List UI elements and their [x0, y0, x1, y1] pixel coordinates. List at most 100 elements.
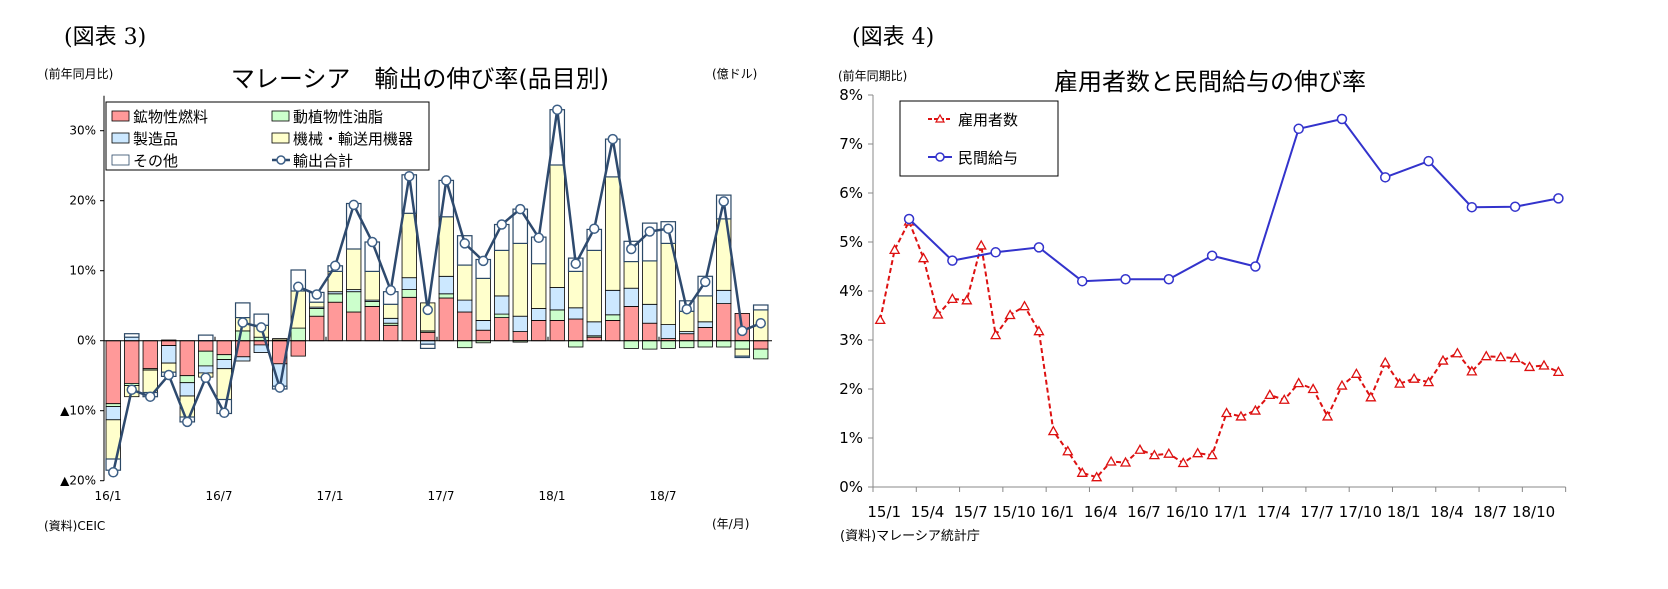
bar-segment-製造品-17/8 — [457, 299, 473, 313]
bar-segment-製造品-17/12 — [531, 308, 547, 321]
bar-segment-動植物性油脂-18/7 — [660, 340, 676, 349]
bar-segment-機械・輸送用機器-18/5 — [623, 261, 639, 289]
right-y-tick-label: 6% — [839, 184, 863, 202]
point-民間給与-17/6 — [1293, 123, 1304, 135]
right-y-tick-label: 1% — [839, 429, 863, 447]
total-point-16/5 — [182, 416, 193, 428]
total-point-17/11 — [515, 203, 526, 215]
bar-segment-機械・輸送用機器-18/2 — [568, 270, 584, 309]
point-雇用者数-16/2 — [1062, 445, 1074, 456]
left-x-tick-label: 18/7 — [650, 489, 677, 503]
point-雇用者数-15/5 — [932, 308, 944, 319]
point-雇用者数-16/10 — [1177, 457, 1189, 468]
right-ylabel: (前年同期比) — [838, 68, 907, 83]
point-雇用者数-16/3 — [1076, 466, 1088, 477]
total-point-16/4 — [163, 369, 174, 381]
point-雇用者数-18/6 — [1466, 365, 1478, 376]
total-point-17/1 — [330, 260, 341, 272]
left-unit-note: (億ドル) — [712, 67, 757, 81]
total-point-18/3 — [589, 223, 600, 234]
total-point-18/2 — [570, 258, 581, 269]
point-民間給与-16/6 — [1120, 273, 1131, 285]
bar-segment-鉱物性燃料-16/1 — [105, 340, 121, 405]
point-雇用者数-18/10 — [1523, 361, 1536, 372]
bar-segment-機械・輸送用機器-16/10 — [272, 338, 288, 341]
right-x-tick-label: 16/1 — [1041, 503, 1075, 521]
legend-label: 機械・輸送用機器 — [293, 130, 413, 148]
point-民間給与-15/3 — [903, 213, 915, 225]
point-雇用者数-15/7 — [961, 294, 973, 305]
point-雇用者数-16/5 — [1105, 455, 1117, 466]
bar-segment-機械・輸送用機器-18/3 — [586, 249, 602, 323]
bar-segment-製造品-18/9 — [697, 321, 713, 328]
bar-segment-機械・輸送用機器-17/10 — [494, 249, 510, 297]
right-y-tick-label: 3% — [839, 331, 863, 349]
bar-segment-動植物性油脂-17/7 — [438, 293, 454, 299]
point-雇用者数-16/8 — [1148, 449, 1160, 460]
bar-segment-機械・輸送用機器-18/4 — [605, 176, 621, 291]
point-雇用者数-17/10 — [1350, 367, 1363, 378]
bar-segment-その他-16/2 — [123, 333, 140, 338]
bar-segment-製造品-18/5 — [623, 287, 639, 307]
legend-swatch-機械・輸送用機器 — [271, 132, 290, 144]
bar-segment-鉱物性燃料-18/4 — [605, 319, 621, 342]
point-雇用者数-18/3 — [1422, 376, 1435, 387]
bar-segment-鉱物性燃料-16/2 — [124, 340, 140, 384]
total-point-16/7 — [219, 407, 230, 419]
total-point-18/6 — [644, 226, 655, 237]
bar-segment-機械・輸送用機器-18/1 — [549, 164, 565, 288]
right-y-tick-label: 8% — [839, 86, 863, 104]
bar-segment-鉱物性燃料-18/10 — [716, 303, 732, 342]
right-y-tick-label: 7% — [839, 135, 863, 153]
left-chart-title: マレーシア 輸出の伸び率(品目別) — [231, 65, 609, 93]
bar-segment-機械・輸送用機器-17/4 — [383, 303, 399, 319]
right-x-tick-label: 17/10 — [1339, 503, 1382, 521]
bar-segment-動植物性油脂-18/11 — [734, 340, 750, 350]
point-民間給与-17/3 — [1250, 261, 1261, 272]
point-雇用者数-17/1 — [1220, 407, 1233, 418]
legend-label: 鉱物性燃料 — [133, 108, 208, 126]
point-雇用者数-18/12 — [1552, 366, 1565, 377]
legend-swatch-その他 — [111, 154, 130, 166]
bar-segment-鉱物性燃料-17/1 — [327, 301, 343, 342]
point-雇用者数-16/4 — [1091, 471, 1103, 482]
bar-segment-動植物性油脂-16/7 — [216, 354, 232, 361]
series-line-民間給与 — [908, 117, 1559, 283]
bar-segment-動植物性油脂-18/8 — [679, 340, 695, 349]
point-雇用者数-16/7 — [1134, 443, 1146, 454]
total-point-17/4 — [385, 285, 396, 296]
bar-segment-鉱物性燃料-18/2 — [568, 318, 584, 342]
bar-segment-その他-16/6 — [197, 334, 214, 342]
bar-segment-製造品-18/7 — [660, 324, 676, 340]
legend-box — [105, 101, 430, 171]
point-民間給与-16/12 — [1206, 250, 1218, 261]
point-民間給与-15/6 — [947, 255, 958, 266]
total-point-18/9 — [700, 276, 711, 288]
bar-segment-動植物性油脂-16/6 — [198, 350, 214, 367]
legend-label: 雇用者数 — [958, 111, 1018, 129]
bar-segment-動植物性油脂-18/10 — [716, 340, 732, 348]
right-y-tick-label: 2% — [839, 380, 863, 398]
point-雇用者数-17/11 — [1365, 391, 1377, 402]
point-雇用者数-17/7 — [1307, 383, 1319, 394]
left-y-tick-label: 10% — [69, 264, 96, 278]
point-雇用者数-16/12 — [1206, 449, 1218, 460]
point-雇用者数-15/2 — [889, 244, 901, 254]
total-point-18/11 — [737, 325, 748, 337]
right-x-tick-label: 15/7 — [954, 503, 988, 521]
bar-segment-動植物性油脂-16/11 — [290, 327, 306, 342]
left-xlabel: (年/月) — [712, 517, 749, 531]
bar-segment-機械・輸送用機器-18/9 — [697, 295, 713, 323]
left-y-tick-label: 0% — [77, 334, 96, 348]
bar-segment-鉱物性燃料-17/2 — [346, 311, 362, 342]
point-雇用者数-16/9 — [1163, 447, 1175, 458]
point-雇用者数-18/5 — [1451, 347, 1464, 358]
bar-segment-動植物性油脂-18/5 — [623, 340, 639, 349]
right-x-tick-label: 15/10 — [992, 503, 1035, 521]
total-point-16/8 — [237, 317, 248, 328]
total-point-17/8 — [459, 238, 470, 249]
point-民間給与-18/12 — [1553, 193, 1564, 204]
